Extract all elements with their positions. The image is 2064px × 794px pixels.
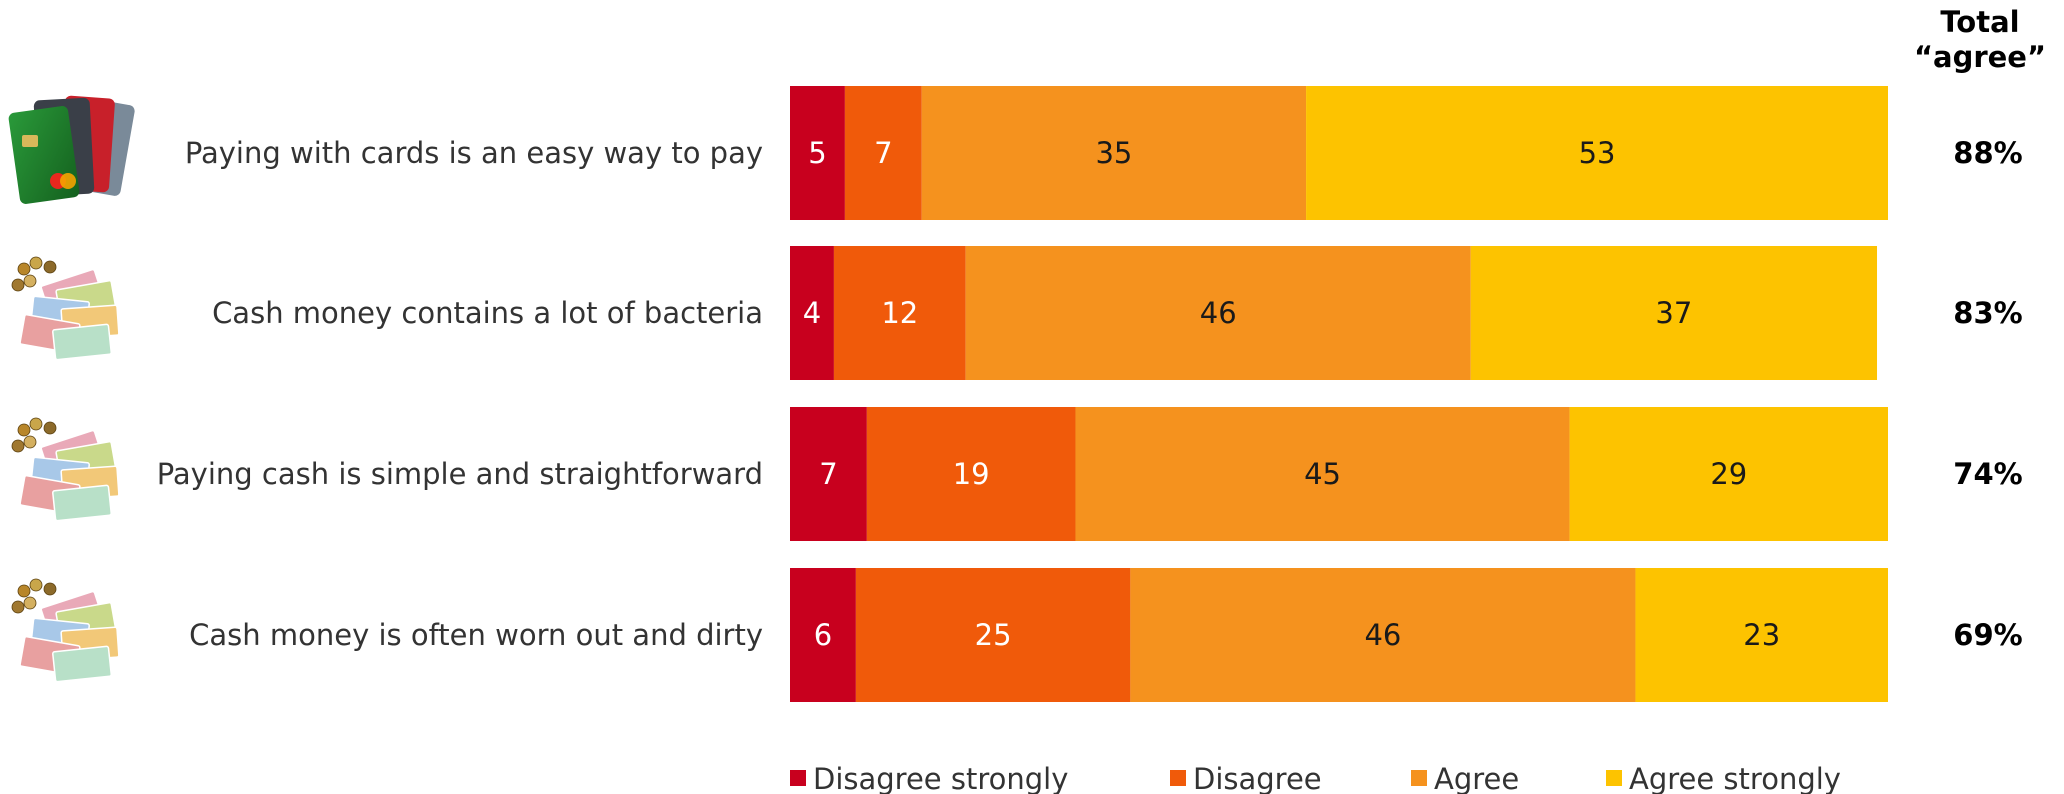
legend: Disagree strongly Disagree Agree Agree stro… <box>790 762 1841 794</box>
total-agree-value: 88% <box>1953 136 2022 170</box>
payment-cards-icon <box>8 95 135 204</box>
bar-segment <box>921 86 1307 220</box>
bar-value-label: 19 <box>953 457 990 491</box>
legend-swatch <box>1170 770 1186 786</box>
bar-segment <box>833 246 966 380</box>
total-agree-value: 83% <box>1953 296 2022 330</box>
legend-label: Disagree <box>1193 762 1322 794</box>
bar-value-label: 6 <box>814 618 832 652</box>
category-label: Paying with cards is an easy way to pay <box>185 136 763 170</box>
legend-item: Disagree <box>1170 762 1322 794</box>
bar-segment <box>1306 86 1888 220</box>
bar-row: Cash money is often worn out and dirty 6 2… <box>189 568 2023 702</box>
category-label: Cash money contains a lot of bacteria <box>212 296 763 330</box>
cash-money-icon <box>11 578 120 683</box>
bar-value-label: 25 <box>975 618 1012 652</box>
bar-row: Cash money contains a lot of bacteria 4 12… <box>212 246 2023 380</box>
legend-swatch <box>790 770 806 786</box>
legend-label: Disagree strongly <box>813 762 1068 794</box>
bar-segment <box>1635 568 1888 702</box>
bar-value-label: 29 <box>1710 457 1747 491</box>
bar-rows: Paying with cards is an easy way to pay 5… <box>157 86 2023 702</box>
legend-item: Agree <box>1411 762 1519 794</box>
total-agree-value: 69% <box>1953 618 2022 652</box>
cash-money-icon <box>11 256 120 361</box>
bar-segment <box>965 246 1471 380</box>
row-icons <box>8 95 135 683</box>
bar-value-label: 46 <box>1200 296 1237 330</box>
legend-item: Agree strongly <box>1606 762 1841 794</box>
legend-swatch <box>1606 770 1622 786</box>
category-label: Paying cash is simple and straightforwar… <box>157 457 763 491</box>
bar-segment <box>790 246 834 380</box>
cash-money-icon <box>11 417 120 522</box>
bar-value-label: 45 <box>1304 457 1341 491</box>
bar-segment <box>1130 568 1636 702</box>
bar-segment <box>790 568 856 702</box>
bar-value-label: 37 <box>1655 296 1692 330</box>
bar-value-label: 53 <box>1579 136 1616 170</box>
bar-value-label: 7 <box>874 136 892 170</box>
total-header-line-2: “agree” <box>1914 40 2046 74</box>
total-header-line-1: Total <box>1940 5 2019 39</box>
total-header: Total “agree” <box>1914 5 2046 74</box>
bar-segment <box>866 407 1076 541</box>
category-label: Cash money is often worn out and dirty <box>189 618 763 652</box>
bar-row: Paying with cards is an easy way to pay 5… <box>185 86 2023 220</box>
bar-value-label: 23 <box>1743 618 1780 652</box>
legend-label: Agree <box>1434 762 1519 794</box>
legend-label: Agree strongly <box>1629 762 1841 794</box>
bar-value-label: 7 <box>819 457 837 491</box>
bar-value-label: 12 <box>881 296 918 330</box>
total-agree-value: 74% <box>1953 457 2022 491</box>
legend-swatch <box>1411 770 1427 786</box>
bar-value-label: 35 <box>1095 136 1132 170</box>
bar-segment <box>844 86 922 220</box>
bar-value-label: 5 <box>808 136 826 170</box>
bar-segment <box>855 568 1131 702</box>
legend-item: Disagree strongly <box>790 762 1068 794</box>
bar-segment <box>1075 407 1570 541</box>
bar-row: Paying cash is simple and straightforwar… <box>157 407 2023 541</box>
bar-segment <box>1569 407 1888 541</box>
bar-value-label: 46 <box>1364 618 1401 652</box>
bar-value-label: 4 <box>803 296 821 330</box>
bar-segment <box>790 86 845 220</box>
bar-segment <box>1470 246 1878 380</box>
bar-segment <box>790 407 867 541</box>
